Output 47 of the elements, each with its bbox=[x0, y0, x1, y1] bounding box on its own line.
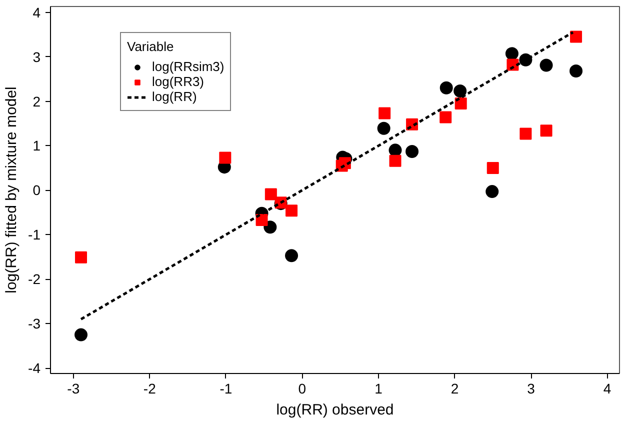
x-tick-label: 4 bbox=[603, 380, 612, 396]
y-tick-label: 2 bbox=[32, 93, 41, 110]
y-tick-label: 0 bbox=[32, 182, 41, 198]
point bbox=[540, 58, 553, 72]
y-tick-label: 4 bbox=[32, 4, 41, 20]
point bbox=[440, 81, 453, 94]
x-tick-label: 0 bbox=[298, 380, 306, 396]
point bbox=[75, 251, 88, 264]
y-tick-label: 1 bbox=[32, 138, 41, 154]
point bbox=[486, 185, 499, 198]
legend-label: log(RR3) bbox=[152, 74, 204, 89]
point bbox=[286, 204, 298, 217]
point bbox=[256, 214, 268, 226]
point bbox=[388, 144, 402, 157]
point bbox=[486, 162, 499, 174]
point bbox=[285, 249, 298, 262]
point bbox=[454, 97, 467, 110]
x-tick-label: -2 bbox=[143, 380, 156, 396]
x-tick-label: -3 bbox=[67, 380, 80, 396]
point bbox=[74, 328, 88, 342]
x-tick-label: -1 bbox=[220, 380, 232, 396]
legend-label: log(RRsim3) bbox=[152, 59, 224, 74]
x-tick-label: 3 bbox=[527, 380, 536, 396]
y-axis-title: log(RR) fitted by mixture model bbox=[3, 86, 20, 294]
y-tick-label: -3 bbox=[28, 316, 41, 332]
point bbox=[264, 188, 277, 200]
point bbox=[505, 47, 518, 60]
point bbox=[520, 128, 532, 140]
y-tick-label: 3 bbox=[32, 48, 41, 65]
point bbox=[570, 30, 582, 43]
point bbox=[389, 154, 402, 167]
legend-title: Variable bbox=[127, 39, 175, 54]
x-tick-label: 2 bbox=[450, 380, 459, 396]
legend-label: log(RR) bbox=[152, 89, 197, 104]
point bbox=[219, 152, 232, 164]
y-tick-label: -1 bbox=[28, 226, 41, 243]
point bbox=[406, 145, 419, 158]
point bbox=[377, 122, 390, 135]
x-tick-label: 1 bbox=[374, 380, 383, 396]
point bbox=[454, 84, 467, 98]
y-tick-label: -4 bbox=[28, 360, 41, 376]
x-axis-title: log(RR) observed bbox=[276, 402, 394, 418]
point bbox=[378, 107, 391, 120]
point bbox=[540, 124, 552, 137]
point bbox=[440, 111, 452, 124]
point bbox=[570, 64, 583, 78]
y-tick-label: -2 bbox=[28, 271, 41, 288]
